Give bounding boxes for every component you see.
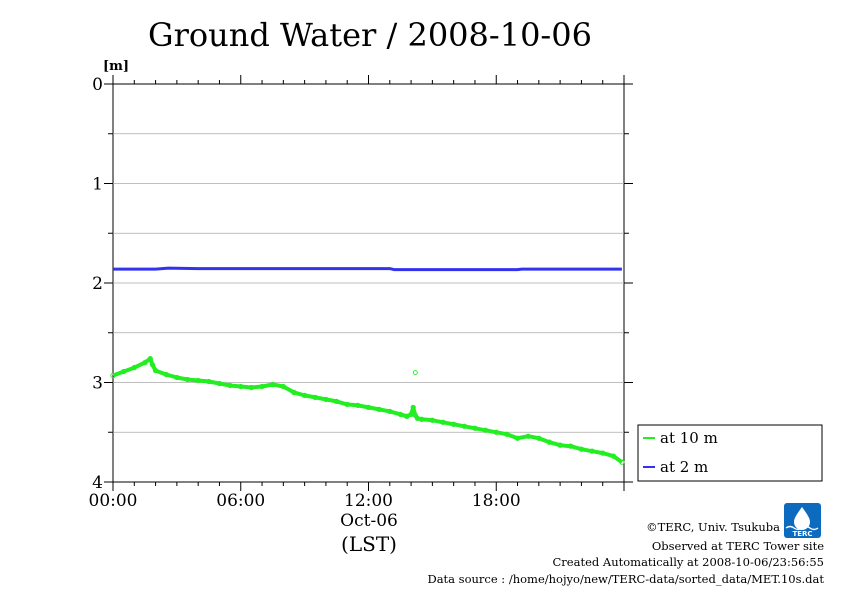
data-point [163,371,169,378]
data-point [504,431,510,437]
data-point [227,382,233,389]
outlier-point [412,370,418,375]
data-point [397,411,404,417]
copyright-text: ©TERC, Univ. Tsukuba [646,520,780,534]
data-point [152,367,159,374]
data-point [410,404,416,411]
y-tick-label: 3 [92,374,103,394]
data-point [174,374,180,381]
data-point [578,446,585,452]
legend-label: at 10 m [660,429,718,447]
data-point [440,419,446,425]
plot-area: 0 1 2 3 4 00:00 06:00 12:00 18:00 [89,75,633,511]
data-point [610,453,617,459]
legend: at 10 m at 2 m [637,424,823,482]
series-at-2m [113,266,622,272]
series-line [112,356,624,464]
water-drop-icon [794,507,810,530]
x-tick-label: 06:00 [216,491,265,511]
observed-at-text: Observed at TERC Tower site [652,539,824,553]
data-point [514,435,521,441]
data-point [376,406,382,413]
data-point [147,355,153,362]
data-point [429,417,436,423]
data-point [525,433,531,439]
x-axis-title: (LST) [341,532,397,556]
data-point [589,448,595,454]
data-point [568,443,574,449]
data-point [110,372,116,379]
data-point [280,383,286,390]
data-point [472,425,478,431]
data-point [238,383,244,390]
data-point [184,376,191,383]
data-point [301,392,308,399]
y-axis-unit: [m] [103,59,129,74]
data-point [557,442,563,448]
data-point [493,429,499,435]
data-point [142,359,148,366]
data-point [206,378,212,385]
data-point [419,416,425,422]
x-tick-label: 00:00 [89,491,138,511]
data-point [461,423,467,429]
legend-label: at 2 m [660,458,708,476]
data-point [291,389,297,396]
data-point [546,439,553,445]
data-point [619,459,625,465]
data-point [270,381,276,388]
logo-text: TERC [792,530,812,538]
data-point [404,413,410,419]
x-tick-label: 12:00 [344,491,393,511]
data-point [312,394,318,401]
data-point [323,396,329,403]
wave-icon [785,525,819,531]
terc-logo: TERC [784,503,821,538]
data-point [536,435,542,441]
x-axis-date-label: Oct-06 [340,511,398,531]
y-axis-ticks: 0 1 2 3 4 [92,75,633,493]
x-axis-ticks: 00:00 06:00 12:00 18:00 [89,75,625,511]
y-tick-label: 1 [92,175,103,195]
data-point [195,377,201,384]
data-point [600,450,606,456]
gridlines [113,133,624,433]
data-source-text: Data source : /home/hojyo/new/TERC-data/… [427,572,824,586]
data-point [355,402,361,409]
data-point [482,427,489,433]
series-line [113,266,622,272]
created-text: Created Automatically at 2008-10-06/23:5… [553,555,825,569]
data-point [120,368,127,375]
x-tick-label: 18:00 [472,491,521,511]
data-point [333,398,340,405]
data-point [216,380,223,387]
y-tick-label: 4 [92,473,103,493]
data-point [248,384,255,391]
legend-box [637,424,823,482]
data-point [344,401,350,408]
series-at-10m [110,355,625,465]
y-tick-label: 2 [92,274,103,294]
chart-title: Ground Water / 2008-10-06 [148,16,592,54]
data-point [149,361,156,368]
y-tick-label: 0 [92,75,103,95]
data-point [365,404,372,411]
data-point [387,408,393,415]
data-point [451,421,457,427]
data-point [259,383,265,390]
data-point [131,364,137,371]
